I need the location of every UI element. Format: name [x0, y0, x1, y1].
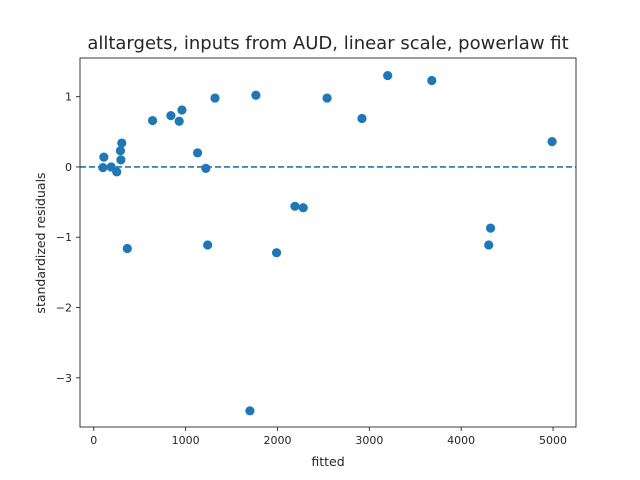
data-point — [112, 167, 122, 177]
x-tick-label: 2000 — [263, 434, 291, 447]
x-tick-label: 4000 — [447, 434, 475, 447]
data-point — [427, 75, 437, 86]
data-point — [485, 223, 496, 233]
data-point — [192, 148, 203, 158]
data-point — [251, 90, 261, 100]
data-point — [117, 138, 127, 148]
y-tick-label: 0 — [65, 161, 72, 174]
data-point — [166, 111, 176, 121]
x-axis-label: fitted — [311, 454, 344, 469]
x-tick-label: 3000 — [355, 434, 383, 447]
data-point — [322, 93, 332, 103]
y-tick-label: −2 — [56, 302, 72, 315]
data-point — [174, 116, 184, 126]
data-point — [122, 243, 132, 254]
data-point — [98, 163, 108, 173]
data-point — [290, 201, 300, 211]
y-axis-label: standardized residuals — [33, 172, 48, 313]
data-point — [245, 406, 255, 416]
data-point — [147, 115, 158, 126]
x-tick-label: 1000 — [172, 434, 200, 447]
data-point — [271, 248, 282, 258]
y-tick-label: −1 — [56, 231, 72, 244]
y-tick-label: 1 — [65, 91, 72, 104]
data-point — [357, 113, 367, 124]
data-point — [116, 155, 126, 165]
data-point — [383, 70, 393, 81]
x-tick-label: 5000 — [539, 434, 567, 447]
data-point — [298, 203, 308, 213]
plot-frame — [79, 57, 577, 428]
data-point — [201, 163, 211, 173]
data-point — [547, 137, 557, 147]
data-point — [484, 240, 494, 250]
data-point — [99, 152, 109, 162]
x-tick-label: 0 — [90, 434, 97, 447]
plot-area — [80, 70, 576, 416]
data-point — [115, 146, 126, 156]
data-point — [210, 93, 220, 103]
chart-title: alltargets, inputs from AUD, linear scal… — [87, 33, 568, 54]
y-tick-label: −3 — [56, 372, 72, 385]
data-point — [203, 240, 213, 250]
data-point — [177, 105, 187, 115]
